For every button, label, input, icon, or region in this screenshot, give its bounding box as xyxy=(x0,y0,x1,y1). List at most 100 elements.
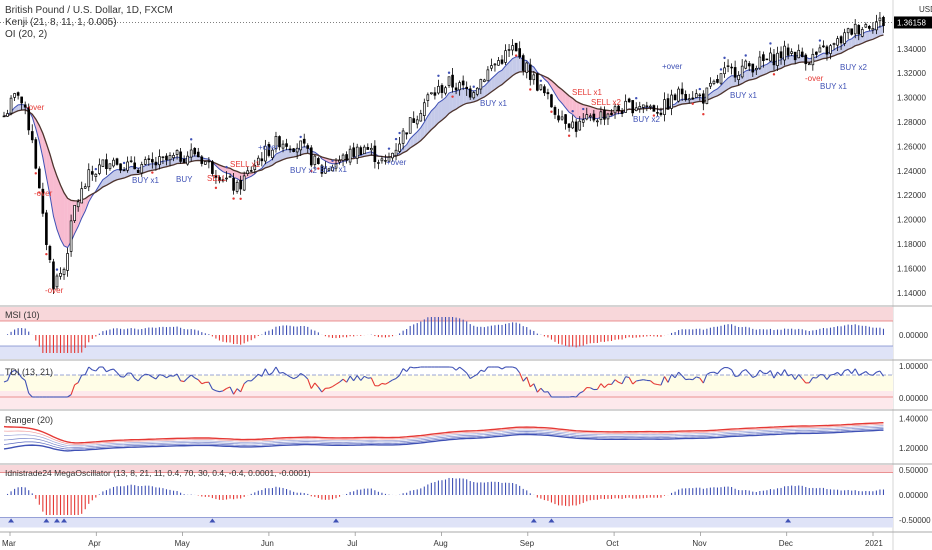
tdi-line-segment xyxy=(399,368,404,376)
time-label: 2021 xyxy=(865,539,883,548)
candle-body xyxy=(712,80,716,84)
candle-body xyxy=(769,52,772,62)
tdi-line-segment xyxy=(738,370,743,377)
tdi-tick: 0.00000 xyxy=(899,394,928,403)
signal-dot xyxy=(437,74,440,77)
tdi-line-segment xyxy=(787,373,792,377)
candle-body xyxy=(271,149,274,159)
candle-body xyxy=(772,54,776,66)
mega-lower-zone xyxy=(0,517,893,528)
mega-tick: -0.50000 xyxy=(899,516,931,525)
tdi-line-segment xyxy=(381,382,386,385)
ema-fill-segment xyxy=(502,65,506,85)
tdi-line-segment xyxy=(328,386,333,389)
candle-body xyxy=(419,112,423,122)
candle-body xyxy=(744,60,748,69)
candle-body xyxy=(242,175,246,191)
candle-body xyxy=(207,160,211,163)
tdi-line-segment xyxy=(512,366,517,369)
ranger-title: Ranger (20) xyxy=(5,415,53,425)
ema-fill-segment xyxy=(148,163,153,172)
candle-body xyxy=(66,253,69,271)
candle-body xyxy=(69,220,73,252)
tdi-line-segment xyxy=(678,371,683,377)
candle-body xyxy=(302,138,306,144)
tdi-line-segment xyxy=(858,372,863,376)
candle-body xyxy=(168,155,172,161)
ema-fill-segment xyxy=(60,185,65,246)
candle-body xyxy=(37,168,41,189)
candle-body xyxy=(776,52,779,66)
candle-body xyxy=(694,93,698,98)
tdi-line-segment xyxy=(222,388,227,392)
candle-body xyxy=(133,162,137,170)
msi-tick: 0.00000 xyxy=(899,331,928,340)
candle-body xyxy=(811,53,815,66)
candle-body xyxy=(34,139,38,169)
signal-label: -over xyxy=(26,103,45,112)
tdi-line-segment xyxy=(21,377,26,381)
tdi-line-segment xyxy=(822,374,828,380)
msi-title: MSI (10) xyxy=(5,310,40,320)
time-label: Jun xyxy=(261,539,274,548)
signal-dot xyxy=(723,56,726,60)
candle-body xyxy=(691,97,695,100)
candle-body xyxy=(815,51,818,55)
signal-dot xyxy=(698,87,702,91)
signal-dot xyxy=(635,97,638,100)
tdi-line-segment xyxy=(233,388,238,395)
price-tick-label: 1.26000 xyxy=(897,142,926,151)
signal-label: BUY x2 xyxy=(840,63,868,72)
tdi-line-segment xyxy=(84,366,90,375)
candle-body xyxy=(154,161,158,166)
ema-fill-segment xyxy=(865,31,870,42)
candle-body xyxy=(52,261,55,290)
ema-fill-segment xyxy=(431,107,435,130)
tdi-line-segment xyxy=(370,377,376,386)
candle-body xyxy=(758,56,762,69)
ema-fill-segment xyxy=(39,125,43,158)
mega-upper-zone xyxy=(0,465,893,473)
tdi-line-segment xyxy=(480,369,485,373)
tdi-line-segment xyxy=(208,381,213,390)
ema-fill-segment xyxy=(173,156,178,165)
tdi-line-segment xyxy=(596,383,602,390)
candle-body xyxy=(585,114,589,120)
price-tick-label: 1.16000 xyxy=(897,264,926,273)
candle-body xyxy=(641,104,645,108)
tdi-line-segment xyxy=(632,380,637,385)
candle-body xyxy=(422,102,426,116)
signal-label: -over xyxy=(34,189,53,198)
candle-body xyxy=(415,119,419,125)
candle-body xyxy=(486,69,490,82)
tdi-line-segment xyxy=(145,373,149,376)
tdi-line-segment xyxy=(727,367,732,371)
last-price-badge xyxy=(894,16,932,29)
ema-fill-segment xyxy=(417,127,421,144)
ema-fill-segment xyxy=(102,177,107,187)
candle-body xyxy=(737,75,740,81)
ema-fill-segment xyxy=(194,155,199,161)
candle-body xyxy=(571,121,574,129)
ema-fill-segment xyxy=(85,195,89,212)
ranger-tick: 1.40000 xyxy=(899,414,928,423)
ema-fill-segment xyxy=(452,91,457,112)
candle-body xyxy=(253,164,257,170)
signal-dot xyxy=(652,114,656,117)
candle-body xyxy=(670,94,673,109)
ema-fill-segment xyxy=(113,169,118,182)
candle-body xyxy=(20,96,23,104)
ema-fill-segment xyxy=(494,72,499,90)
tdi-line-segment xyxy=(590,387,595,391)
tdi-line-segment xyxy=(169,375,174,377)
signal-label: SELL x1 xyxy=(230,160,260,169)
candle-body xyxy=(143,159,147,165)
candle-body xyxy=(348,148,352,163)
candle-body xyxy=(281,143,285,149)
tdi-line-segment xyxy=(579,390,584,394)
tdi-line-segment xyxy=(604,383,609,389)
candle-body xyxy=(126,161,129,171)
tdi-line-segment xyxy=(286,374,291,378)
tdi-line-segment xyxy=(664,376,669,383)
